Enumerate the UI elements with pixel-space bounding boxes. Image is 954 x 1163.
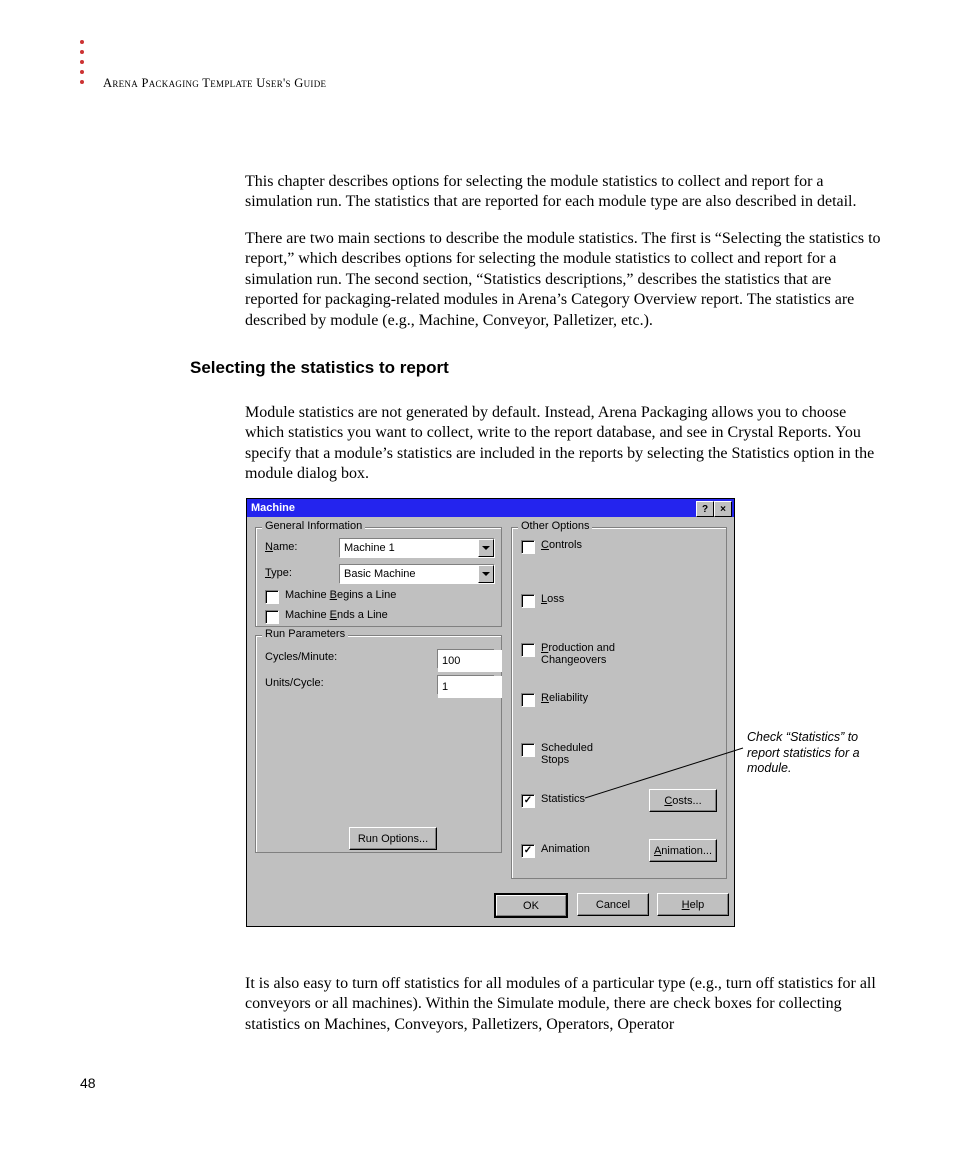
upc-input-wrap[interactable]: [437, 675, 495, 695]
check-production-label: Production and Changeovers: [541, 642, 631, 666]
type-dropdown-arrow[interactable]: [478, 565, 494, 583]
check-animation-label: Animation: [541, 843, 590, 855]
cpm-input[interactable]: [438, 650, 502, 672]
upc-input[interactable]: [438, 676, 502, 698]
ok-label: OK: [523, 900, 539, 912]
name-combo[interactable]: [339, 538, 495, 558]
intro-paragraph-2: There are two main sections to describe …: [245, 229, 882, 331]
checkbox-icon: [265, 610, 279, 624]
callout-text: Check “Statistics” to report statistics …: [747, 730, 892, 777]
checkbox-icon: [521, 540, 535, 554]
help-button[interactable]: Help: [657, 893, 729, 916]
chevron-down-icon: [482, 572, 490, 576]
check-reliability[interactable]: Reliability: [521, 692, 611, 707]
check-production[interactable]: Production and Changeovers: [521, 642, 631, 666]
ok-button[interactable]: OK: [494, 893, 568, 918]
check-controls-label: Controls: [541, 539, 582, 551]
checkbox-icon: [265, 590, 279, 604]
chevron-down-icon: [482, 546, 490, 550]
machine-dialog: Machine ? × General Information Name: Ty…: [246, 498, 735, 927]
check-reliability-label: Reliability: [541, 692, 588, 704]
group-general-legend: General Information: [262, 520, 365, 532]
label-cpm: Cycles/Minute:: [265, 651, 337, 663]
checkbox-icon: [521, 594, 535, 608]
dialog-title: Machine: [251, 502, 295, 514]
check-begins-label: Machine Begins a Line: [285, 589, 396, 601]
section-paragraph-1: Module statistics are not generated by d…: [245, 403, 882, 485]
check-loss[interactable]: Loss: [521, 593, 611, 608]
page-number: 48: [80, 1075, 96, 1091]
label-type: Type:: [265, 567, 292, 579]
group-run-params-legend: Run Parameters: [262, 628, 348, 640]
cancel-label: Cancel: [596, 899, 630, 911]
check-animation[interactable]: Animation: [521, 843, 611, 858]
animation-label: Animation...: [654, 845, 712, 857]
check-controls[interactable]: Controls: [521, 539, 611, 554]
cancel-button[interactable]: Cancel: [577, 893, 649, 916]
checkbox-icon: [521, 643, 535, 657]
check-statistics[interactable]: Statistics: [521, 793, 611, 808]
checkbox-icon: [521, 794, 535, 808]
help-label: Help: [682, 899, 705, 911]
costs-label: Costs...: [664, 795, 701, 807]
check-statistics-label: Statistics: [541, 793, 585, 805]
cpm-input-wrap[interactable]: [437, 649, 495, 669]
costs-button[interactable]: Costs...: [649, 789, 717, 812]
checkbox-icon: [521, 743, 535, 757]
group-other-legend: Other Options: [518, 520, 592, 532]
name-input[interactable]: [340, 539, 478, 557]
label-upc: Units/Cycle:: [265, 677, 324, 689]
label-name: Name:: [265, 541, 297, 553]
margin-dots: [80, 40, 84, 84]
animation-button[interactable]: Animation...: [649, 839, 717, 862]
dialog-titlebar[interactable]: Machine ? ×: [247, 499, 734, 517]
type-combo[interactable]: [339, 564, 495, 584]
check-ends-line[interactable]: Machine Ends a Line: [265, 609, 388, 624]
section-paragraph-2: It is also easy to turn off statistics f…: [245, 974, 882, 1035]
section-heading: Selecting the statistics to report: [190, 358, 449, 378]
check-scheduled[interactable]: Scheduled Stops: [521, 742, 611, 766]
type-input[interactable]: [340, 565, 478, 583]
checkbox-icon: [521, 844, 535, 858]
checkbox-icon: [521, 693, 535, 707]
check-scheduled-label: Scheduled Stops: [541, 742, 611, 766]
close-title-button[interactable]: ×: [714, 501, 732, 517]
run-options-label: Run Options...: [358, 833, 428, 845]
name-dropdown-arrow[interactable]: [478, 539, 494, 557]
help-title-button[interactable]: ?: [696, 501, 714, 517]
check-begins-line[interactable]: Machine Begins a Line: [265, 589, 396, 604]
running-header: Arena Packaging Template User's Guide: [103, 76, 326, 91]
check-ends-label: Machine Ends a Line: [285, 609, 388, 621]
check-loss-label: Loss: [541, 593, 564, 605]
run-options-button[interactable]: Run Options...: [349, 827, 437, 850]
intro-paragraph-1: This chapter describes options for selec…: [245, 172, 882, 213]
